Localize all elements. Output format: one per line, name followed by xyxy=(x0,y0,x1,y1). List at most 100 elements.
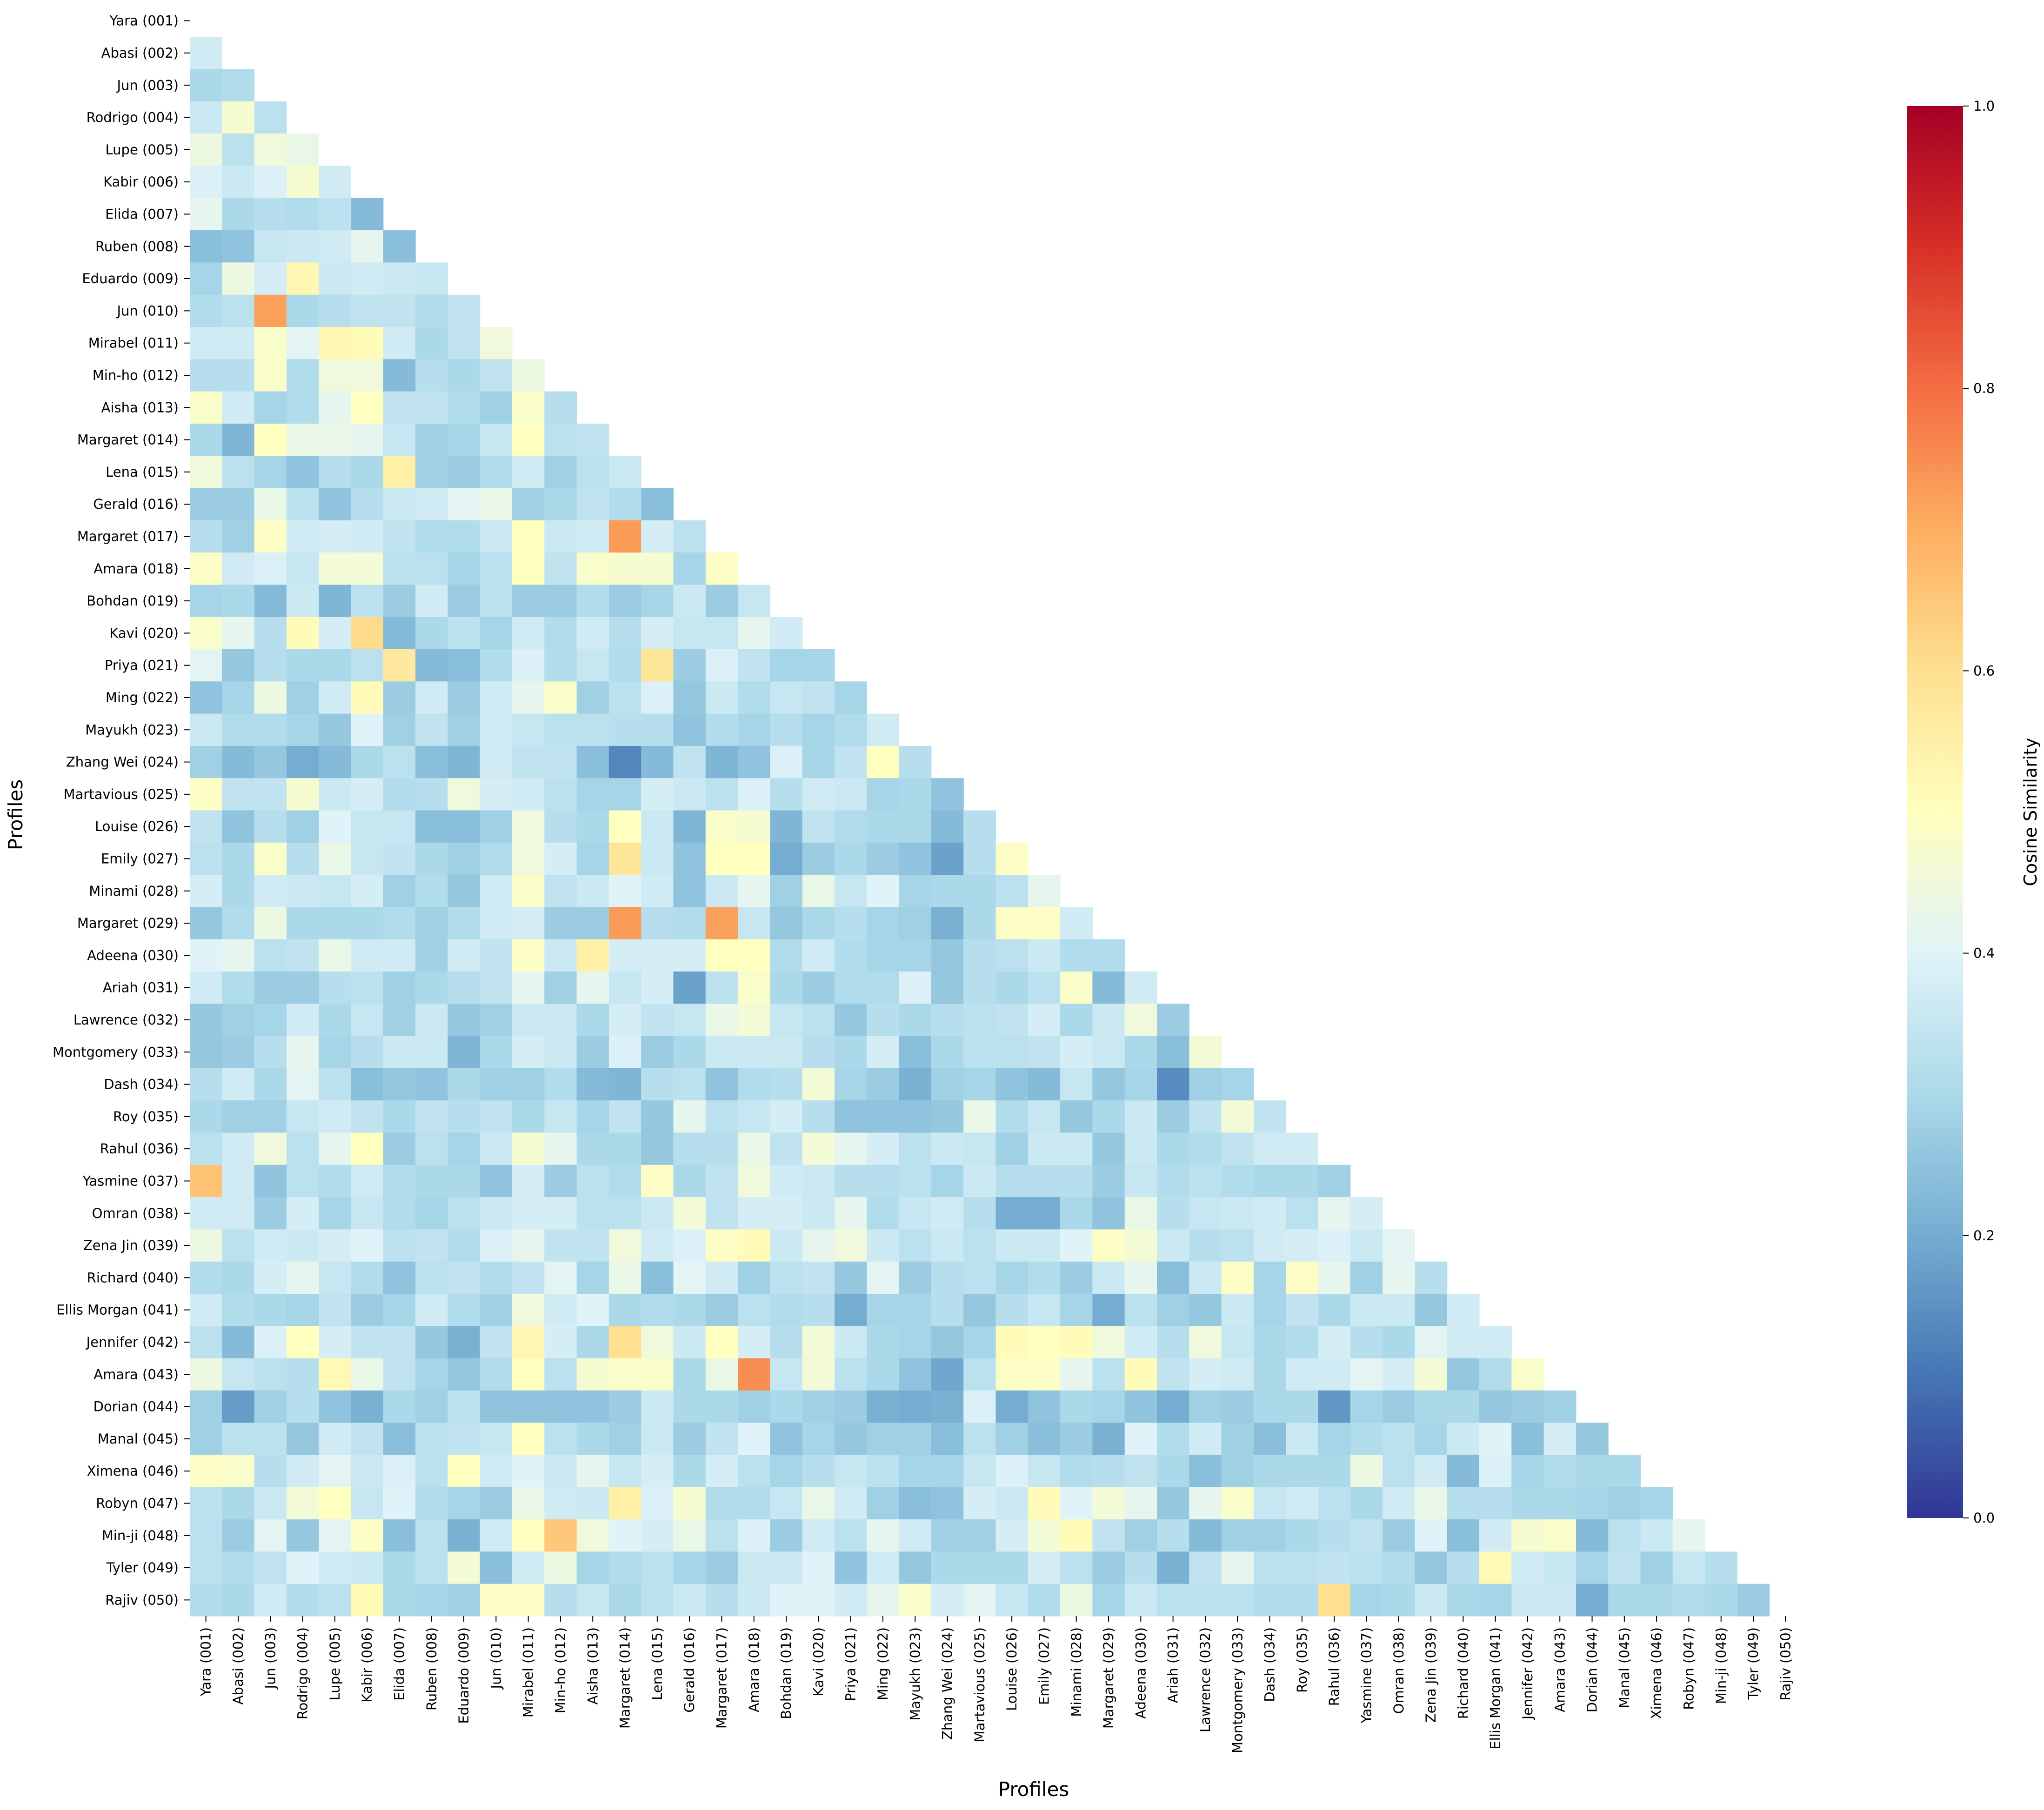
heatmap-cell xyxy=(415,842,448,875)
heatmap-cell xyxy=(867,1068,900,1101)
y-tick-label: Rahul (036) xyxy=(100,1141,179,1157)
heatmap-cell xyxy=(931,1004,964,1037)
heatmap-cell xyxy=(190,1326,222,1359)
heatmap-cell xyxy=(480,456,513,489)
heatmap-cell xyxy=(254,1132,287,1165)
y-tick-label: Bohdan (019) xyxy=(87,593,179,609)
heatmap-cell xyxy=(286,1390,319,1423)
heatmap-cell xyxy=(738,1294,770,1326)
heatmap-cell xyxy=(1189,1261,1222,1294)
heatmap-cell xyxy=(383,294,416,327)
heatmap-cell xyxy=(190,1358,222,1391)
y-tick-label: Richard (040) xyxy=(87,1270,179,1285)
heatmap-cell xyxy=(448,778,481,811)
heatmap-cell xyxy=(641,1004,674,1037)
heatmap-cell xyxy=(641,1261,674,1294)
heatmap-cell xyxy=(899,1294,932,1326)
heatmap-cell xyxy=(512,1551,545,1584)
heatmap-cell xyxy=(383,1326,416,1359)
heatmap-cell xyxy=(544,681,577,714)
heatmap-cell xyxy=(738,681,770,714)
heatmap-cell xyxy=(512,939,545,972)
heatmap-cell xyxy=(1028,875,1061,907)
heatmap-cell xyxy=(1028,1326,1061,1359)
heatmap-cell xyxy=(802,649,835,682)
heatmap-cell xyxy=(1383,1551,1415,1584)
heatmap-cell xyxy=(1092,1261,1125,1294)
heatmap-cell xyxy=(254,1390,287,1423)
heatmap-cell xyxy=(512,1423,545,1456)
heatmap-cell xyxy=(222,1068,255,1101)
heatmap-cell xyxy=(770,1229,803,1262)
heatmap-cell xyxy=(867,1229,900,1262)
heatmap-cell xyxy=(738,1551,770,1584)
heatmap-cell xyxy=(1124,1004,1157,1037)
heatmap-cell xyxy=(705,907,738,940)
heatmap-cell xyxy=(1705,1584,1737,1617)
y-tick-label: Zena Jin (039) xyxy=(83,1238,179,1253)
heatmap-cell xyxy=(1157,1423,1189,1456)
heatmap-cell xyxy=(1350,1358,1383,1391)
heatmap-cell xyxy=(415,1423,448,1456)
heatmap-cell xyxy=(286,972,319,1004)
heatmap-cell xyxy=(1447,1519,1480,1552)
heatmap-cell xyxy=(448,810,481,843)
heatmap-cell xyxy=(576,681,609,714)
heatmap-cell xyxy=(641,1132,674,1165)
heatmap-cell xyxy=(222,1036,255,1069)
heatmap-cell xyxy=(770,681,803,714)
heatmap-cell xyxy=(383,649,416,682)
heatmap-cell xyxy=(286,262,319,295)
heatmap-cell xyxy=(673,713,706,746)
heatmap-cell xyxy=(286,1455,319,1488)
heatmap-cell xyxy=(544,552,577,585)
heatmap-cell xyxy=(1383,1358,1415,1391)
heatmap-cell xyxy=(254,1004,287,1037)
heatmap-cell xyxy=(222,1132,255,1165)
heatmap-cell xyxy=(802,972,835,1004)
heatmap-cell xyxy=(190,1132,222,1165)
heatmap-cell xyxy=(351,1455,384,1488)
heatmap-cell xyxy=(1350,1551,1383,1584)
heatmap-cell xyxy=(770,810,803,843)
heatmap-cell xyxy=(899,1390,932,1423)
heatmap-cell xyxy=(1705,1551,1737,1584)
heatmap-cell xyxy=(705,1261,738,1294)
heatmap-cell xyxy=(1672,1519,1705,1552)
heatmap-cell xyxy=(802,713,835,746)
heatmap-cell xyxy=(995,842,1029,875)
heatmap-cell xyxy=(995,939,1029,972)
heatmap-cell xyxy=(254,842,287,875)
heatmap-cell xyxy=(1447,1294,1480,1326)
heatmap-cell xyxy=(641,842,674,875)
y-tick-label: Kabir (006) xyxy=(103,174,179,190)
heatmap-cell xyxy=(1576,1423,1609,1456)
heatmap-cell xyxy=(641,972,674,1004)
heatmap-cell xyxy=(544,1294,577,1326)
y-tick-label: Tyler (049) xyxy=(106,1560,179,1576)
heatmap-cell xyxy=(899,1068,932,1101)
heatmap-cell xyxy=(1028,939,1061,972)
heatmap-cell xyxy=(319,1036,352,1069)
heatmap-cell xyxy=(319,1551,352,1584)
heatmap-cell xyxy=(867,907,900,940)
heatmap-cell xyxy=(673,1229,706,1262)
heatmap-cell xyxy=(351,230,384,263)
heatmap-cell xyxy=(770,1455,803,1488)
x-tick-label: Lawrence (032) xyxy=(1197,1627,1213,1732)
x-tick-label: Ellis Morgan (041) xyxy=(1488,1627,1503,1750)
heatmap-cell xyxy=(899,1423,932,1456)
heatmap-cell xyxy=(222,520,255,553)
heatmap-cell xyxy=(770,1519,803,1552)
y-tick-label: Lawrence (032) xyxy=(73,1012,179,1028)
heatmap-cell xyxy=(383,1100,416,1133)
heatmap-cell xyxy=(319,1100,352,1133)
heatmap-cell xyxy=(673,1390,706,1423)
y-tick-label: Priya (021) xyxy=(105,658,179,673)
heatmap-cell xyxy=(899,1229,932,1262)
heatmap-cell xyxy=(254,972,287,1004)
heatmap-cell xyxy=(608,810,641,843)
x-tick-label: Minami (028) xyxy=(1069,1627,1084,1717)
heatmap-cell xyxy=(1350,1487,1383,1520)
y-tick-label: Ming (022) xyxy=(106,690,179,705)
